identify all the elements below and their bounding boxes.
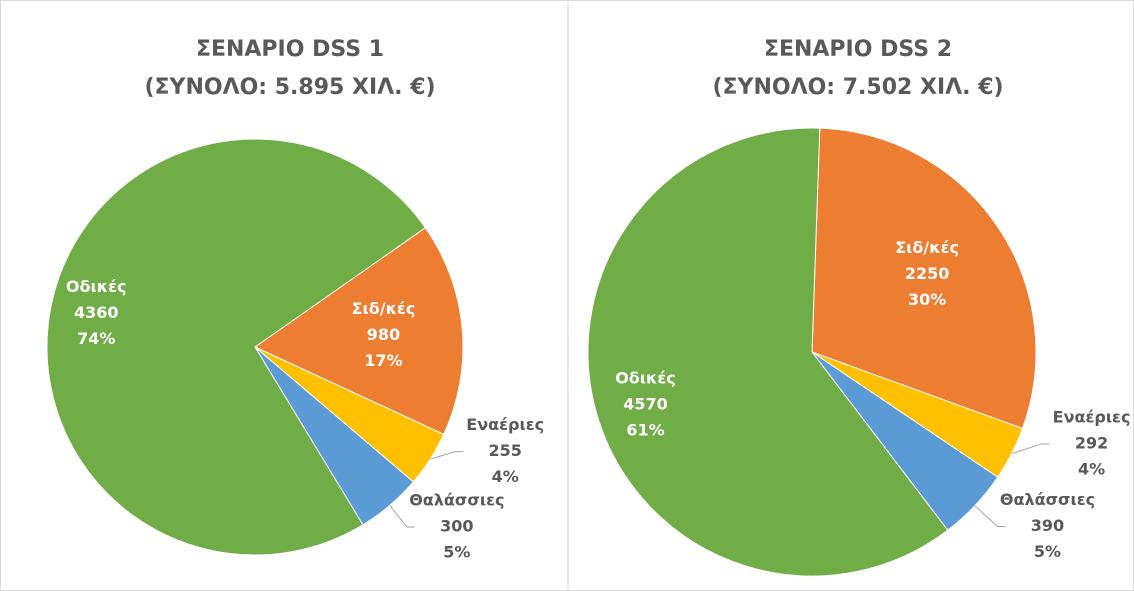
leader-line bbox=[974, 505, 1006, 527]
slice-value-label: 4360 bbox=[74, 303, 119, 322]
leader-line bbox=[389, 505, 415, 528]
slice-value-label: 300 bbox=[440, 517, 473, 536]
slice-value-label: 255 bbox=[488, 441, 521, 460]
slice-name-label: Θαλάσσιες bbox=[409, 491, 504, 510]
slice-value-label: 4570 bbox=[623, 394, 668, 413]
slice-name-label: Σιδ/κές bbox=[352, 299, 416, 318]
leader-line bbox=[1011, 443, 1050, 455]
slice-percent-label: 5% bbox=[1034, 542, 1061, 561]
slice-name-label: Εναέριες bbox=[1053, 407, 1131, 426]
slice-value-label: 980 bbox=[367, 325, 400, 344]
pie-slice bbox=[587, 127, 949, 577]
slice-percent-label: 5% bbox=[443, 543, 470, 562]
chart-subtitle: (ΣΥΝΟΛΟ: 5.895 ΧΙΛ. €) bbox=[144, 75, 435, 100]
pie-slice bbox=[46, 138, 427, 556]
slice-name-label: Σιδ/κές bbox=[895, 238, 959, 257]
slice-percent-label: 17% bbox=[364, 351, 402, 370]
slice-name-label: Οδικές bbox=[66, 277, 127, 296]
slice-percent-label: 4% bbox=[492, 467, 519, 486]
slice-value-label: 390 bbox=[1031, 516, 1064, 535]
slice-name-label: Εναέριες bbox=[466, 415, 544, 434]
pie-slice bbox=[254, 226, 464, 436]
slice-percent-label: 4% bbox=[1078, 459, 1105, 478]
slice-name-label: Οδικές bbox=[615, 368, 676, 387]
slice-value-label: 292 bbox=[1075, 433, 1108, 452]
slice-name-label: Θαλάσσιες bbox=[1000, 490, 1095, 509]
chart-subtitle: (ΣΥΝΟΛΟ: 7.502 ΧΙΛ. €) bbox=[712, 75, 1003, 100]
slice-value-label: 2250 bbox=[905, 264, 950, 283]
slice-percent-label: 61% bbox=[626, 420, 664, 439]
chart-title: ΣΕΝΑΡΙΟ DSS 2 bbox=[764, 37, 952, 62]
slice-percent-label: 74% bbox=[77, 329, 115, 348]
leader-line bbox=[430, 451, 464, 460]
chart-title: ΣΕΝΑΡΙΟ DSS 1 bbox=[196, 37, 384, 62]
pie-slice bbox=[811, 127, 1037, 430]
slice-percent-label: 30% bbox=[908, 290, 946, 309]
